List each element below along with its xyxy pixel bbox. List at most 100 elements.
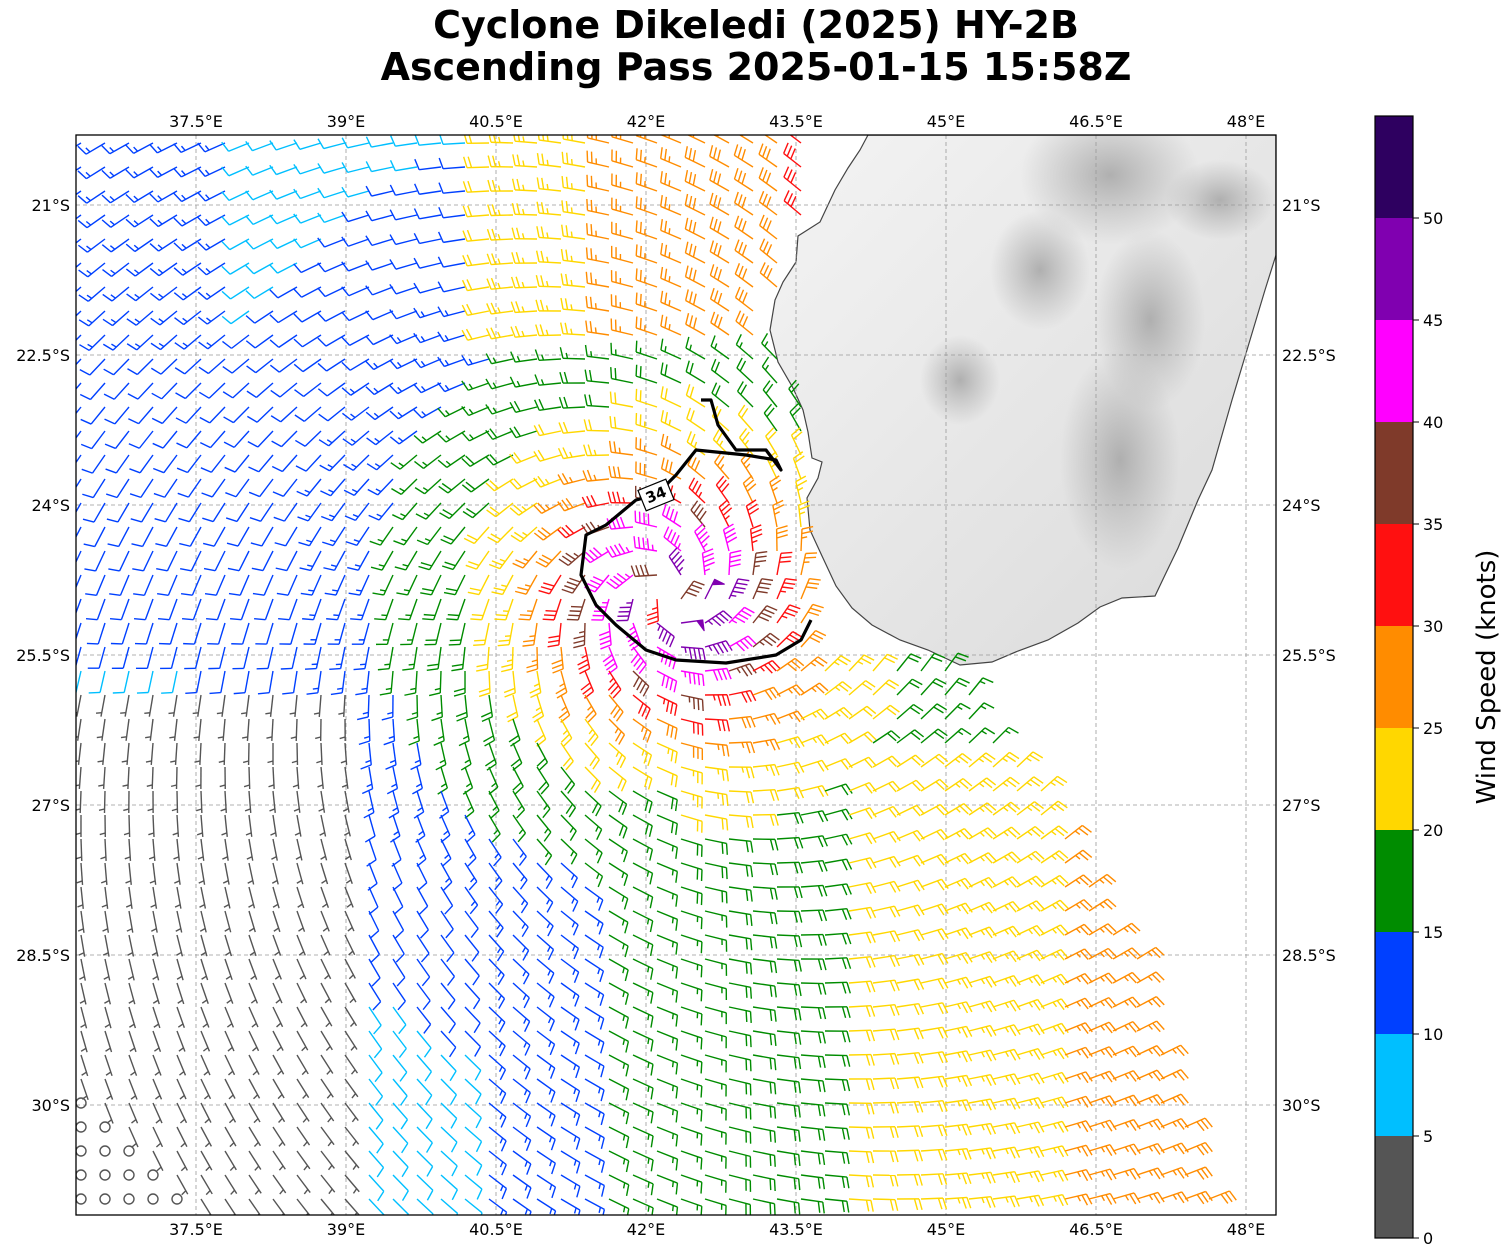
wind-barb: [735, 334, 754, 360]
wind-barb: [414, 135, 442, 146]
wind-barb: [848, 1005, 876, 1018]
wind-barb: [968, 827, 997, 840]
wind-barb: [920, 977, 949, 990]
wind-barb: [800, 577, 821, 600]
wind-barb: [896, 879, 925, 892]
wind-barb: [368, 1126, 384, 1154]
wind-barb: [224, 1174, 238, 1195]
wind-barb: [389, 184, 418, 196]
wind-barb: [319, 814, 327, 837]
wind-barb: [100, 862, 108, 885]
wind-barb: [688, 477, 706, 504]
wind-barb: [704, 1006, 727, 1025]
wind-barb: [920, 1075, 948, 1088]
wind-barb: [437, 306, 466, 318]
wind-barb: [152, 1150, 164, 1172]
wind-barb: [560, 297, 586, 312]
wind-barb: [752, 605, 778, 624]
wind-barb: [365, 334, 394, 346]
wind-barb: [426, 646, 442, 672]
wind-barb: [221, 190, 250, 202]
wind-barb: [296, 1150, 311, 1171]
wind-barb: [728, 1102, 752, 1120]
wind-barb: [752, 659, 781, 674]
wind-barb: [684, 146, 706, 168]
wind-barb: [606, 572, 634, 590]
wind-barb: [344, 958, 356, 980]
wind-barb: [269, 140, 298, 151]
wind-barb: [800, 835, 828, 848]
wind-barb: [585, 247, 610, 264]
wind-barb: [1136, 1045, 1165, 1057]
wind-barb: [293, 358, 322, 373]
wind-barb: [248, 1054, 260, 1076]
wind-barb: [317, 212, 346, 224]
wind-barb: [1064, 1095, 1093, 1108]
wind-barb: [1064, 824, 1092, 840]
wind-barb: [248, 982, 259, 1004]
wind-barb: [390, 135, 418, 147]
wind-barb: [944, 827, 973, 840]
wind-barb: [920, 1099, 948, 1113]
wind-barb: [968, 1147, 996, 1160]
wind-barb: [320, 1030, 333, 1052]
wind-barb: [461, 380, 490, 391]
wind-barb: [488, 766, 499, 795]
lon-label-bottom: 46.5°E: [1069, 1220, 1123, 1239]
wind-barb: [944, 677, 970, 696]
wind-barb: [134, 622, 154, 645]
wind-barb: [512, 1174, 532, 1199]
wind-barb: [104, 1102, 114, 1124]
wind-barb: [461, 355, 490, 366]
wind-barb: [848, 680, 876, 696]
wind-barb: [296, 862, 304, 885]
wind-barb: [992, 974, 1021, 987]
wind-barb: [533, 475, 562, 488]
wind-barb: [487, 155, 514, 168]
wind-barb: [848, 756, 877, 769]
wind-barb: [76, 454, 82, 464]
wind-barb: [320, 910, 330, 932]
wind-barb: [685, 336, 706, 360]
wind-barb: [367, 862, 378, 891]
wind-barb: [790, 427, 803, 456]
wind-barb: [221, 262, 250, 275]
wind-barb: [223, 430, 250, 448]
wind-barb: [77, 238, 106, 253]
wind-barb: [560, 1006, 580, 1031]
wind-barb: [99, 1121, 111, 1133]
wind-barb: [365, 358, 394, 371]
wind-barb: [272, 478, 298, 497]
wind-barb: [533, 424, 562, 437]
wind-barb: [422, 598, 442, 621]
wind-barb: [800, 884, 828, 897]
wind-barb: [176, 1174, 189, 1196]
wind-barb: [80, 1054, 89, 1077]
wind-barb: [148, 838, 156, 861]
lon-label-top: 39°E: [327, 112, 365, 131]
wind-barb: [824, 1078, 851, 1092]
wind-barb: [123, 1145, 135, 1157]
colorbar-bin: [1375, 626, 1413, 728]
wind-barb: [872, 1028, 900, 1041]
wind-barb: [227, 550, 250, 572]
wind-barb: [968, 1049, 997, 1062]
wind-barb: [486, 502, 514, 518]
wind-barb: [464, 1006, 481, 1034]
wind-barb: [224, 1126, 237, 1148]
wind-barb: [464, 982, 481, 1010]
wind-barb: [365, 310, 394, 321]
wind-barb: [611, 173, 634, 192]
wind-barb: [848, 705, 877, 720]
wind-barb: [656, 1174, 679, 1195]
wind-barb: [728, 886, 753, 902]
wind-barb: [265, 694, 274, 717]
wind-barb: [372, 574, 394, 596]
wind-barb: [318, 406, 346, 422]
wind-barb: [435, 742, 447, 771]
wind-barb: [896, 804, 925, 817]
wind-barb: [76, 526, 82, 539]
wind-barb: [103, 358, 130, 376]
wind-barb: [920, 1173, 948, 1186]
wind-barb: [608, 886, 629, 910]
